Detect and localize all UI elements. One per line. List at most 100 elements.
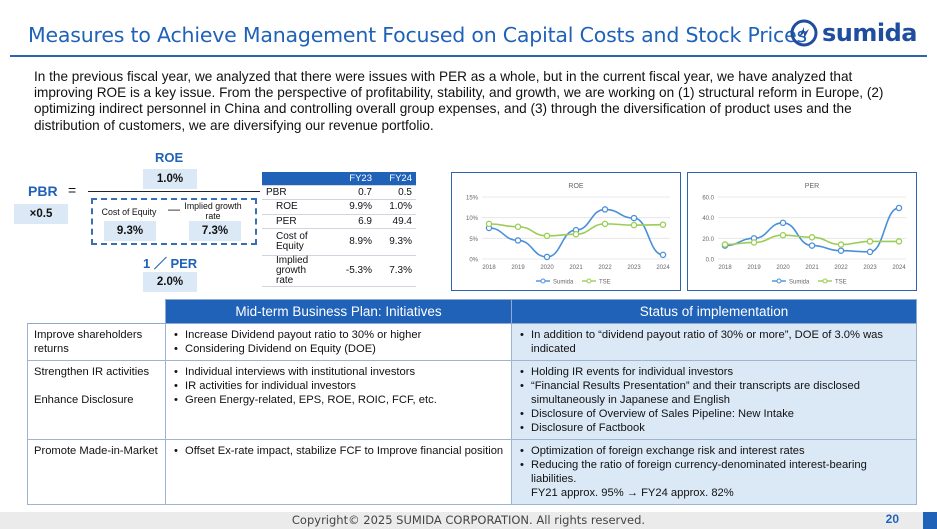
list-item: Offset Ex-rate impact, stabilize FCF to … [172, 444, 505, 458]
metrics-row-coe: Cost of Equity 8.9% 9.3% [262, 228, 416, 256]
formula-coe-value: 9.3% [104, 221, 156, 241]
initiatives-cell: Increase Dividend payout ratio to 30% or… [165, 323, 512, 361]
formula-minus: — [168, 202, 180, 216]
x-tick-label: 2018 [482, 265, 496, 271]
data-point [485, 220, 493, 228]
legend-label: Sumida [553, 280, 574, 286]
initiatives-row: Promote Made-in-Market Offset Ex-rate im… [27, 439, 917, 505]
row-label-text: Promote Made-in-Market [34, 445, 158, 457]
metrics-fy23: 9.9% [324, 199, 376, 215]
data-point [721, 241, 729, 248]
list-item: Optimization of foreign exchange risk an… [518, 444, 910, 458]
data-point [808, 242, 816, 249]
list-item: In addition to “dividend payout ratio of… [518, 328, 910, 356]
formula-growth-value: 7.3% [189, 221, 241, 241]
metrics-label: ROE [262, 199, 324, 215]
list-item: Holding IR events for individual investo… [518, 365, 910, 379]
y-tick-label: 0.0 [706, 258, 715, 264]
formula-per-label: 1 ／ PER [143, 256, 198, 271]
metrics-fy23: 8.9% [324, 228, 376, 256]
title-divider [10, 55, 927, 57]
row-label: Improve shareholders returns [27, 323, 166, 361]
data-point [514, 223, 522, 231]
x-tick-label: 2023 [863, 265, 877, 271]
list-item: IR activities for individual investors [172, 379, 505, 393]
list-item: Green Energy-related, EPS, ROE, ROIC, FC… [172, 393, 505, 407]
initiatives-row: Strengthen IR activities Enhance Disclos… [27, 360, 917, 440]
metrics-label: PER [262, 214, 324, 229]
roe-chart: ROE 0% 5% 10% 15% 2018 2019 2020 2021 2022 2023 202… [466, 183, 670, 286]
data-point [866, 248, 874, 256]
y-tick-label: 40.0 [702, 216, 714, 222]
status-cell: Optimization of foreign exchange risk an… [511, 439, 917, 505]
company-logo: sumida [790, 19, 917, 47]
row-label-text: Improve shareholders returns [34, 329, 143, 355]
metrics-header-blank [262, 172, 324, 186]
data-point [543, 232, 551, 240]
formula-per-value: 2.0% [143, 272, 197, 292]
y-tick-label: 20.0 [702, 237, 714, 243]
list-item: Reducing the ratio of foreign currency-d… [518, 458, 910, 486]
metrics-label: Cost of Equity [262, 228, 324, 256]
data-point [659, 251, 667, 259]
status-cell: In addition to “dividend payout ratio of… [511, 323, 917, 361]
data-point [808, 234, 816, 241]
initiatives-header-row: Mid-term Business Plan: Initiatives Stat… [27, 299, 917, 324]
initiatives-cell: Individual interviews with institutional… [165, 360, 512, 440]
metrics-row-roe: ROE 9.9% 1.0% [262, 199, 416, 215]
formula-coe-label: Cost of Equity [101, 207, 157, 217]
y-tick-label: 15% [466, 196, 479, 202]
x-tick-label: 2018 [718, 265, 732, 271]
formula-roe-value: 1.0% [143, 169, 197, 189]
status-cell: Holding IR events for individual investo… [511, 360, 917, 440]
data-point [601, 206, 609, 213]
intro-paragraph: In the previous fiscal year, we analyzed… [34, 69, 884, 133]
initiatives-table: Mid-term Business Plan: Initiatives Stat… [27, 299, 917, 505]
metrics-table: FY23 FY24 PBR 0.7 0.5 ROE 9.9% 1.0% PER … [262, 172, 416, 287]
status-header: Status of implementation [511, 299, 917, 324]
legend-marker [540, 278, 546, 284]
list-item: FY21 approx. 95% → FY24 approx. 82% [531, 487, 734, 499]
metrics-fy23: 6.9 [324, 214, 376, 229]
x-tick-label: 2021 [569, 265, 583, 271]
x-tick-label: 2022 [598, 265, 612, 271]
x-tick-label: 2024 [892, 265, 906, 271]
data-point [837, 241, 845, 248]
formula-growth-label: Implied growth rate [184, 201, 242, 221]
initiatives-header-blank [27, 299, 166, 324]
data-point [543, 253, 551, 261]
page-title: Measures to Achieve Management Focused o… [28, 23, 808, 47]
metrics-header-row: FY23 FY24 [262, 172, 416, 186]
list-item: Disclosure of Factbook [518, 421, 910, 435]
data-point [895, 238, 903, 245]
page-number: 20 [885, 512, 899, 526]
metrics-label: Implied growth rate [262, 255, 324, 287]
data-point [779, 231, 787, 239]
x-tick-label: 2022 [834, 265, 848, 271]
metrics-header-fy24: FY24 [376, 172, 416, 186]
row-label: Strengthen IR activities Enhance Disclos… [27, 360, 166, 440]
metrics-fy24: 7.3% [376, 255, 416, 287]
metrics-fy23: 0.7 [324, 185, 376, 200]
data-point [514, 237, 522, 244]
list-item: Individual interviews with institutional… [172, 365, 505, 379]
y-tick-label: 0% [469, 258, 478, 264]
data-point [895, 204, 903, 212]
metrics-fy24: 49.4 [376, 214, 416, 229]
data-point [837, 247, 845, 254]
legend-label: TSE [835, 280, 847, 286]
list-item: Considering Dividend on Equity (DOE) [172, 342, 505, 356]
x-tick-label: 2020 [776, 265, 790, 271]
logo-text: sumida [822, 19, 917, 47]
formula-fraction-line [88, 191, 260, 192]
metrics-row-per: PER 6.9 49.4 [262, 214, 416, 229]
sumida-logo-icon [790, 19, 818, 47]
initiatives-cell: Offset Ex-rate impact, stabilize FCF to … [165, 439, 512, 505]
data-point [630, 214, 638, 222]
data-point [601, 220, 609, 228]
y-tick-label: 5% [469, 237, 478, 243]
legend-label: TSE [599, 280, 611, 286]
legend-marker [586, 278, 592, 284]
initiatives-header: Mid-term Business Plan: Initiatives [165, 299, 512, 324]
x-tick-label: 2024 [656, 265, 670, 271]
